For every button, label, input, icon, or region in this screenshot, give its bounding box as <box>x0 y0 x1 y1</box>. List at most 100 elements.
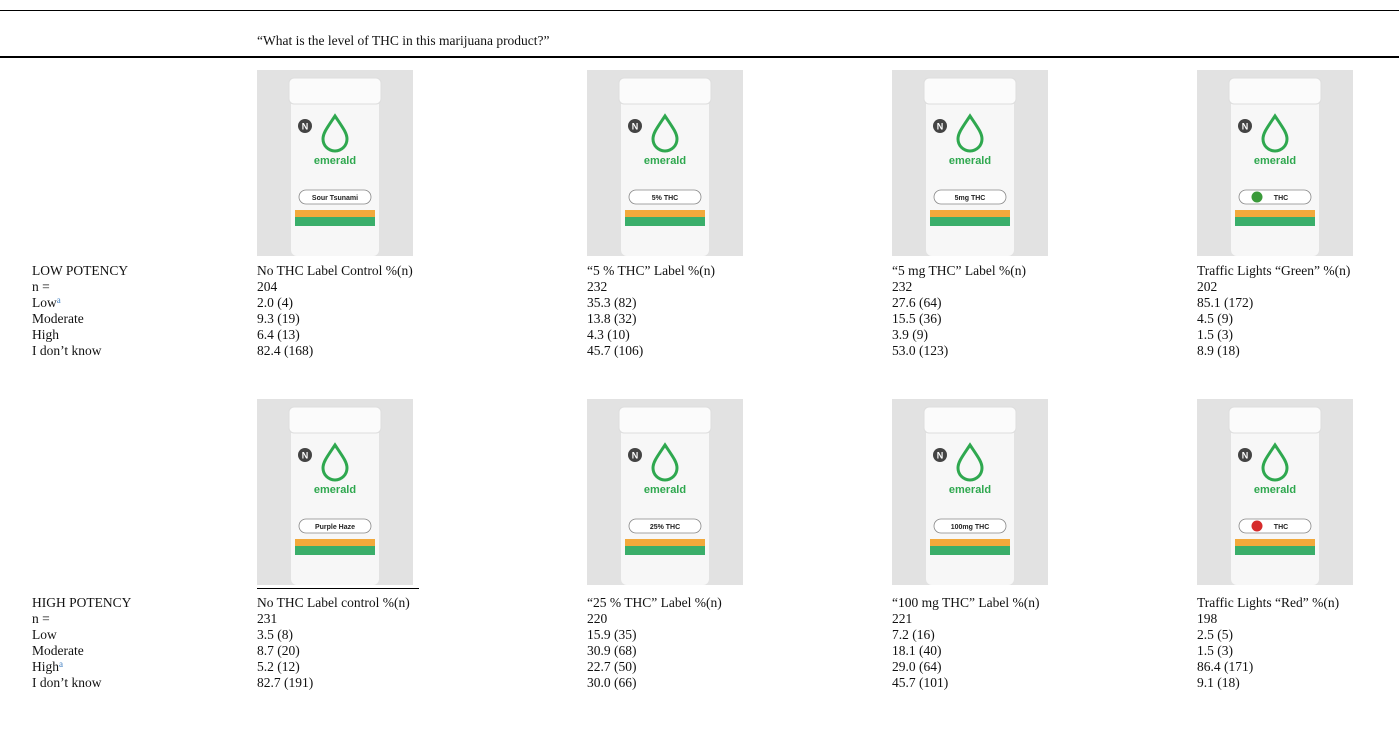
cell: 82.4 (168) <box>257 343 313 359</box>
column-header: No THC Label Control %(n) <box>257 263 413 279</box>
cell: 45.7 (101) <box>892 675 948 691</box>
column-header: Traffic Lights “Green” %(n) <box>1197 263 1350 279</box>
brand: emerald <box>949 484 991 496</box>
cell: 2.0 (4) <box>257 295 293 311</box>
brand: emerald <box>1254 484 1296 496</box>
column-header: Traffic Lights “Red” %(n) <box>1197 595 1339 611</box>
bottle-cap <box>289 407 381 433</box>
brand: emerald <box>314 484 356 496</box>
cell: 6.4 (13) <box>257 327 300 343</box>
brand: emerald <box>1254 155 1296 167</box>
cell: 9.3 (19) <box>257 311 300 327</box>
cell: 35.3 (82) <box>587 295 637 311</box>
cell: 4.3 (10) <box>587 327 630 343</box>
cell: 30.9 (68) <box>587 643 637 659</box>
badge-text: N <box>632 122 639 132</box>
bottle-cap <box>924 78 1016 104</box>
column-header: “5 % THC” Label %(n) <box>587 263 715 279</box>
cell: 13.8 (32) <box>587 311 637 327</box>
label-text: 5% THC <box>652 195 678 202</box>
cell: 29.0 (64) <box>892 659 942 675</box>
bottle-cap <box>1229 407 1321 433</box>
badge-text: N <box>632 451 639 461</box>
band-orange <box>1235 210 1315 217</box>
traffic-light-dot <box>1252 192 1263 203</box>
band-green <box>295 217 375 226</box>
header-rule <box>0 56 1399 58</box>
brand: emerald <box>644 484 686 496</box>
cell: 53.0 (123) <box>892 343 948 359</box>
cell: 220 <box>587 611 607 627</box>
cell: 3.5 (8) <box>257 627 293 643</box>
cell: 7.2 (16) <box>892 627 935 643</box>
section-title: HIGH POTENCY <box>32 595 131 611</box>
row-label: I don’t know <box>32 675 102 691</box>
label-text: 100mg THC <box>951 524 990 531</box>
row-label: Moderate <box>32 311 84 327</box>
row-label: Lowa <box>32 295 61 311</box>
label-text: 25% THC <box>650 524 680 531</box>
label-text: THC <box>1274 524 1288 531</box>
cell: 4.5 (9) <box>1197 311 1233 327</box>
cell: 232 <box>892 279 912 295</box>
question: “What is the level of THC in this mariju… <box>257 33 550 49</box>
cell: 221 <box>892 611 912 627</box>
row-label: n = <box>32 611 50 627</box>
cell: 27.6 (64) <box>892 295 942 311</box>
bottle-cap <box>289 78 381 104</box>
cell: 8.7 (20) <box>257 643 300 659</box>
column-header: “100 mg THC” Label %(n) <box>892 595 1039 611</box>
band-orange <box>930 210 1010 217</box>
badge-text: N <box>937 122 944 132</box>
brand: emerald <box>644 155 686 167</box>
band-green <box>930 217 1010 226</box>
badge-text: N <box>302 451 309 461</box>
brand: emerald <box>314 155 356 167</box>
bottle-cap <box>924 407 1016 433</box>
product-image: NemeraldPurple Haze <box>257 399 413 585</box>
cell: 1.5 (3) <box>1197 327 1233 343</box>
cell: 85.1 (172) <box>1197 295 1253 311</box>
section-title: LOW POTENCY <box>32 263 128 279</box>
column-header: “5 mg THC” Label %(n) <box>892 263 1026 279</box>
cell: 18.1 (40) <box>892 643 942 659</box>
badge-text: N <box>302 122 309 132</box>
cell: 22.7 (50) <box>587 659 637 675</box>
band-orange <box>295 539 375 546</box>
badge-text: N <box>937 451 944 461</box>
cell: 2.5 (5) <box>1197 627 1233 643</box>
page: “What is the level of THC in this mariju… <box>0 0 1399 737</box>
band-orange <box>930 539 1010 546</box>
row-label: High <box>32 327 59 343</box>
bottle-cap <box>619 78 711 104</box>
cell: 3.9 (9) <box>892 327 928 343</box>
row-label: n = <box>32 279 50 295</box>
badge-text: N <box>1242 451 1249 461</box>
cell: 198 <box>1197 611 1217 627</box>
band-orange <box>625 210 705 217</box>
row-label: I don’t know <box>32 343 102 359</box>
cell: 82.7 (191) <box>257 675 313 691</box>
cell: 231 <box>257 611 277 627</box>
footnote-marker: a <box>59 659 63 669</box>
image-underline <box>257 588 419 589</box>
top-rule <box>0 10 1399 11</box>
cell: 1.5 (3) <box>1197 643 1233 659</box>
cell: 15.9 (35) <box>587 627 637 643</box>
band-green <box>1235 217 1315 226</box>
cell: 202 <box>1197 279 1217 295</box>
cell: 5.2 (12) <box>257 659 300 675</box>
column-header: “25 % THC” Label %(n) <box>587 595 722 611</box>
traffic-light-dot <box>1252 521 1263 532</box>
footnote-marker: a <box>57 295 61 305</box>
label-text: Sour Tsunami <box>312 195 358 202</box>
band-green <box>625 546 705 555</box>
badge-text: N <box>1242 122 1249 132</box>
band-orange <box>295 210 375 217</box>
